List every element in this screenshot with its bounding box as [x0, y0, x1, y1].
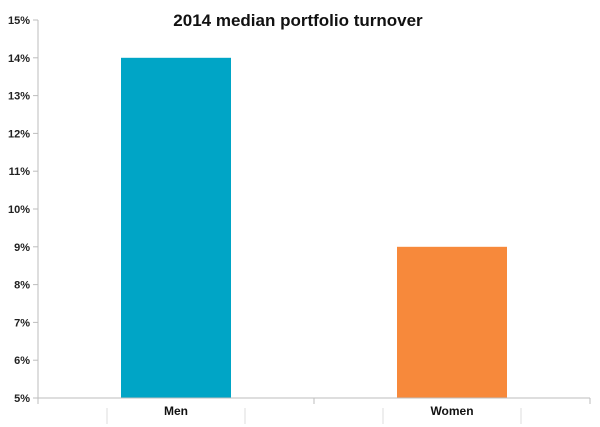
- y-tick-label: 6%: [14, 355, 30, 367]
- y-tick-label: 9%: [14, 242, 30, 254]
- y-tick-label: 14%: [8, 53, 30, 65]
- x-axis: Men Women: [37, 397, 591, 424]
- y-tick-label: 13%: [8, 91, 30, 103]
- bars: [121, 57, 507, 399]
- y-tick-label: 11%: [9, 166, 31, 178]
- y-tick-label: 5%: [14, 393, 30, 405]
- y-tick-label: 15%: [8, 15, 30, 27]
- y-tick-label: 10%: [8, 204, 30, 216]
- y-axis: 5% 6% 7% 8% 9% 10% 11% 12% 13% 14% 15%: [8, 15, 39, 405]
- x-tick-label: Women: [430, 404, 473, 418]
- y-tick-label: 12%: [8, 128, 30, 140]
- x-tick-label: Men: [164, 404, 188, 418]
- y-tick-label: 8%: [14, 280, 30, 292]
- bar-women: [397, 246, 507, 398]
- y-tick-label: 7%: [14, 317, 30, 329]
- chart-title: 2014 median portfolio turnover: [173, 11, 423, 30]
- bar-men: [121, 57, 231, 399]
